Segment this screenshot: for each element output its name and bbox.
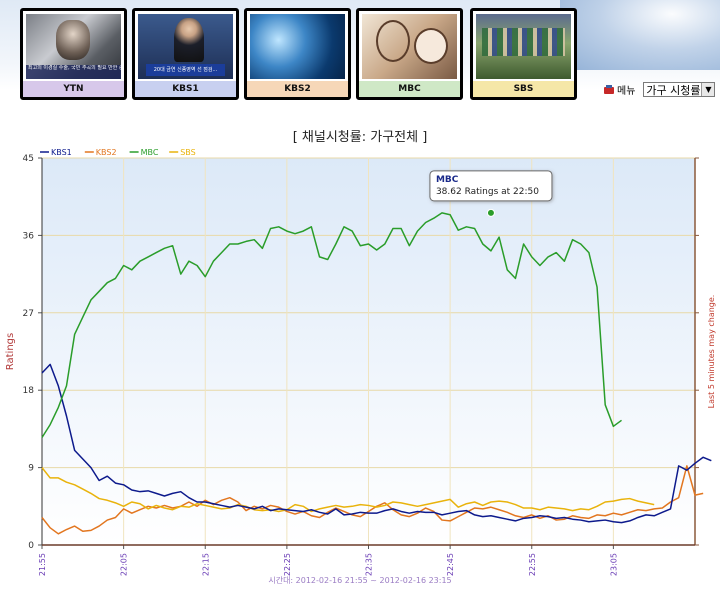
- kbs2-screenshot: [250, 14, 345, 79]
- tooltip-series-name: MBC: [436, 175, 459, 185]
- y-tick-label: 27: [23, 309, 34, 319]
- series-line-sbs[interactable]: [41, 467, 655, 513]
- axes: 0 9 18 27 36 45 21:55 22:05 22:15 22:25 22:35 22:45…: [5, 154, 716, 585]
- channel-thumb-kbs2[interactable]: KBS2: [244, 8, 351, 100]
- sbs-screenshot: [476, 14, 571, 79]
- x-tick-label: 21:55: [38, 553, 47, 576]
- mbc-screenshot: [362, 14, 457, 79]
- x-tick-label: 22:05: [120, 553, 129, 576]
- tooltip-value: 38.62 Ratings at 22:50: [436, 187, 539, 197]
- y-tick-label: 45: [23, 154, 34, 164]
- person-figure: [56, 20, 90, 60]
- menu-label[interactable]: 메뉴: [617, 86, 636, 97]
- x-axis-footer: 시간대: 2012-02-16 21:55 ~ 2012-02-16 23:15: [268, 575, 451, 585]
- x-tick-label: 23:05: [609, 553, 618, 576]
- chevron-down-icon[interactable]: ▼: [701, 83, 715, 96]
- legend-label[interactable]: KBS1: [51, 148, 72, 157]
- x-tick-label: 22:55: [528, 553, 537, 576]
- right-axis-note: Last 5 minutes may change.: [707, 295, 716, 409]
- thumb-label-ytn: YTN: [23, 81, 124, 97]
- y-tick-label: 9: [28, 464, 34, 474]
- menu-icon[interactable]: [603, 84, 615, 96]
- ytn-caption: 최고의 이경실 수술, 국민 추곡의 필요 만한 중요 지원: [26, 65, 121, 79]
- tooltip: MBC 38.62 Ratings at 22:50: [429, 170, 553, 217]
- rating-type-select[interactable]: 가구 시청률 ▼: [643, 82, 716, 97]
- channel-thumb-ytn[interactable]: 최고의 이경실 수술, 국민 추곡의 필요 만한 중요 지원 YTN: [20, 8, 127, 100]
- channel-thumb-mbc[interactable]: MBC: [356, 8, 463, 100]
- thumb-label-sbs: SBS: [473, 81, 574, 97]
- series-line-kbs1[interactable]: [41, 363, 712, 524]
- anchor-figure: [174, 18, 204, 62]
- sky-decoration: [560, 0, 720, 70]
- rating-type-value: 가구 시청률: [646, 83, 701, 97]
- group-figures: [482, 28, 565, 56]
- kbs1-screenshot: 20대 금연 신종영역 선 점검...: [138, 14, 233, 79]
- x-tick-label: 22:45: [446, 553, 455, 576]
- series-line-mbc[interactable]: [41, 212, 622, 438]
- thumb-label-mbc: MBC: [359, 81, 460, 97]
- ytn-screenshot: 최고의 이경실 수술, 국민 추곡의 필요 만한 중요 지원: [26, 14, 121, 79]
- legend: KBS1 KBS2 MBC SBS: [40, 148, 196, 157]
- thumb-label-kbs1: KBS1: [135, 81, 236, 97]
- channel-thumb-sbs[interactable]: SBS: [470, 8, 577, 100]
- chart-title: [ 채널시청률: 가구전체 ]: [292, 130, 428, 145]
- y-axis-title: Ratings: [5, 333, 16, 370]
- thumb-label-kbs2: KBS2: [247, 81, 348, 97]
- legend-label[interactable]: SBS: [180, 148, 196, 157]
- channel-thumb-kbs1[interactable]: 20대 금연 신종영역 선 점검... KBS1: [132, 8, 239, 100]
- x-tick-label: 22:15: [201, 553, 210, 576]
- tooltip-box: [429, 170, 553, 202]
- y-tick-label: 0: [28, 541, 34, 551]
- y-tick-label: 36: [23, 231, 35, 241]
- kbs1-caption: 20대 금연 신종영역 선 점검...: [146, 64, 225, 76]
- legend-label[interactable]: MBC: [141, 148, 159, 157]
- x-tick-label: 22:25: [283, 553, 292, 576]
- drawn-face-1: [376, 20, 410, 62]
- x-tick-label: 22:35: [365, 553, 374, 576]
- tooltip-marker[interactable]: [486, 208, 495, 217]
- legend-label[interactable]: KBS2: [96, 148, 117, 157]
- series-lines: [41, 212, 712, 535]
- drawn-face-2: [414, 28, 448, 64]
- y-tick-label: 18: [23, 386, 35, 396]
- menu-area: 메뉴 가구 시청률 ▼: [603, 82, 716, 97]
